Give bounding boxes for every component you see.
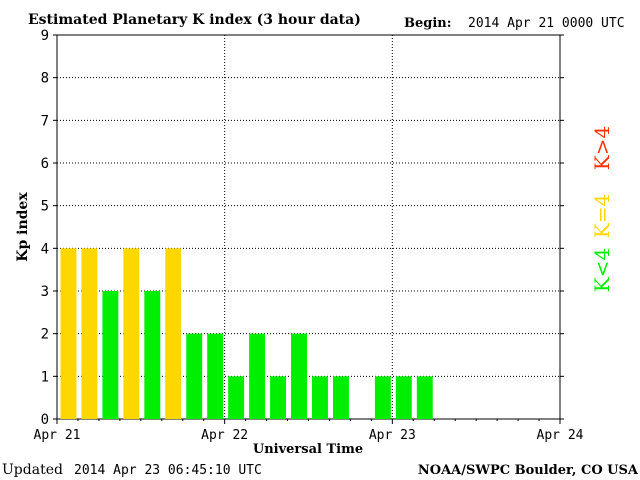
y-tick-label: 2	[41, 327, 49, 343]
legend-entry: K<4	[590, 248, 614, 292]
legend-entry: K=4	[590, 194, 614, 238]
kp-bar	[332, 376, 349, 419]
x-tick-label: Apr 24	[537, 428, 584, 443]
source-credit: NOAA/SWPC Boulder, CO USA	[418, 463, 639, 478]
y-tick-label: 4	[41, 241, 49, 257]
x-tick-label: Apr 22	[201, 428, 248, 443]
plot-area	[56, 34, 561, 420]
kp-bar	[374, 376, 391, 419]
y-tick-label: 6	[41, 156, 49, 172]
y-axis-ticks: 0 1 2 3 4 5 6 7 8 9	[41, 28, 564, 428]
y-tick-label: 0	[41, 412, 49, 428]
begin-label: Begin:	[404, 16, 452, 31]
kp-bar	[395, 376, 412, 419]
updated-label: Updated	[2, 462, 63, 478]
kp-bar	[291, 333, 307, 419]
kp-bar	[207, 333, 224, 419]
kp-bar	[270, 376, 287, 419]
kp-bar	[123, 248, 140, 419]
y-tick-label: 3	[41, 284, 49, 300]
y-tick-label: 1	[41, 369, 49, 385]
begin-value: 2014 Apr 21 0000 UTC	[468, 16, 625, 31]
kp-bar	[81, 248, 98, 419]
bars	[60, 248, 433, 419]
y-tick-label: 5	[41, 199, 49, 215]
x-axis-ticks: Apr 21 Apr 22 Apr 23 Apr 24	[34, 419, 584, 443]
x-tick-label: Apr 21	[34, 428, 81, 443]
legend: K<4 K=4 K>4	[590, 126, 614, 292]
kp-bar	[165, 248, 182, 419]
y-axis-label: Kp index	[15, 192, 31, 262]
y-tick-label: 9	[41, 28, 49, 44]
kp-bar	[60, 248, 77, 419]
updated-value: 2014 Apr 23 06:45:10 UTC	[74, 463, 262, 478]
grid-lines	[57, 35, 560, 419]
x-tick-label: Apr 23	[369, 428, 416, 443]
kp-bar	[228, 376, 245, 419]
x-axis-label: Universal Time	[253, 442, 363, 457]
kp-bar	[186, 333, 203, 419]
chart-title: Estimated Planetary K index (3 hour data…	[28, 12, 361, 28]
kp-bar	[249, 333, 266, 419]
kp-bar	[102, 291, 119, 419]
legend-entry: K>4	[590, 126, 614, 170]
kp-bar	[416, 376, 433, 419]
kp-bar	[312, 376, 328, 419]
y-tick-label: 7	[41, 113, 49, 129]
y-tick-label: 8	[41, 71, 49, 87]
kp-bar	[144, 291, 161, 419]
